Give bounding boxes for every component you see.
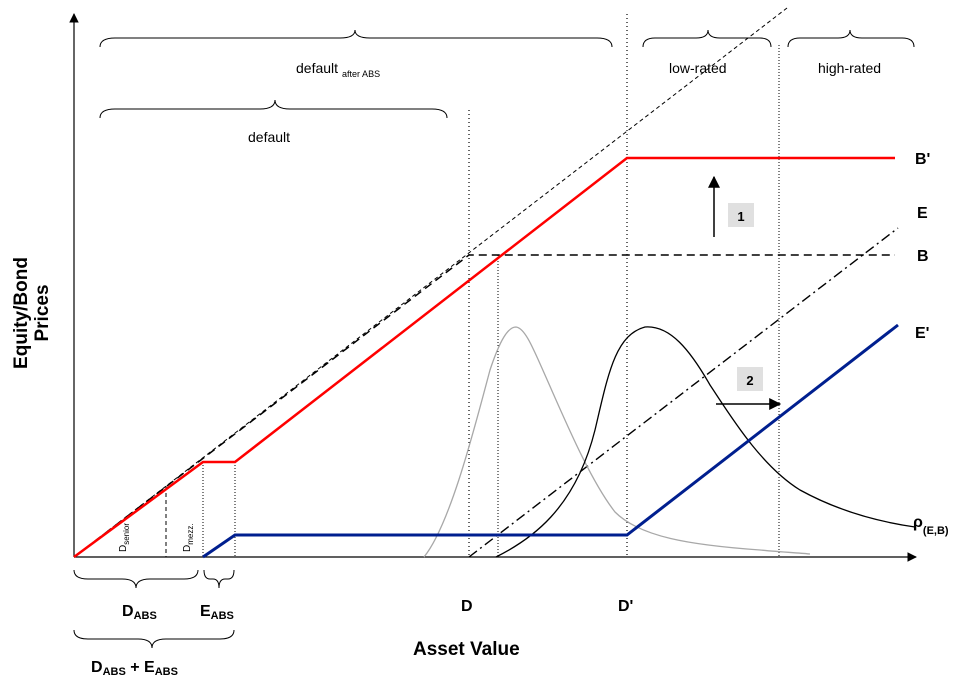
label-b-prime: B'	[915, 151, 930, 168]
svg-text:Prices: Prices	[32, 284, 53, 341]
label-low-rated: low-rated	[669, 60, 727, 76]
brace-low-rated	[642, 29, 772, 48]
box-1	[728, 203, 754, 227]
box-2	[737, 367, 763, 391]
density-gray	[423, 326, 811, 558]
svg-text:Equity/Bond: Equity/Bond	[11, 257, 32, 369]
label-d-mezz: Dmezz.	[182, 523, 195, 552]
brace-default	[99, 99, 448, 119]
label-high-rated: high-rated	[818, 60, 881, 76]
brace-default-after-abs	[99, 29, 613, 48]
label-d: D	[461, 598, 473, 615]
box-1-label: 1	[737, 209, 744, 224]
curve-b	[73, 254, 895, 558]
label-d-senior: Dsenior	[118, 523, 131, 552]
curve-e	[468, 227, 899, 558]
brace-d-abs	[73, 569, 199, 589]
curve-e-prime	[202, 323, 899, 559]
density-black	[495, 326, 916, 558]
y-axis-title: Equity/Bond Prices	[11, 257, 53, 369]
label-rho: ρ(E,B)	[913, 514, 949, 537]
label-default: default	[248, 129, 290, 145]
box-2-label: 2	[746, 373, 753, 388]
label-d-plus-e-abs: DABS + EABS	[91, 659, 178, 678]
label-b: B	[917, 248, 929, 265]
label-default-after-abs: default after ABS	[296, 60, 380, 79]
curve-b-prime	[73, 156, 895, 559]
x-axis-title: Asset Value	[413, 639, 520, 660]
label-e-abs: EABS	[200, 603, 234, 622]
label-e: E	[917, 205, 928, 222]
label-e-prime: E'	[915, 325, 929, 342]
brace-d-plus-e-abs	[73, 629, 235, 649]
brace-high-rated	[787, 29, 915, 48]
label-d-prime: D'	[618, 598, 633, 615]
label-d-abs: DABS	[122, 603, 157, 622]
brace-e-abs	[203, 569, 235, 589]
